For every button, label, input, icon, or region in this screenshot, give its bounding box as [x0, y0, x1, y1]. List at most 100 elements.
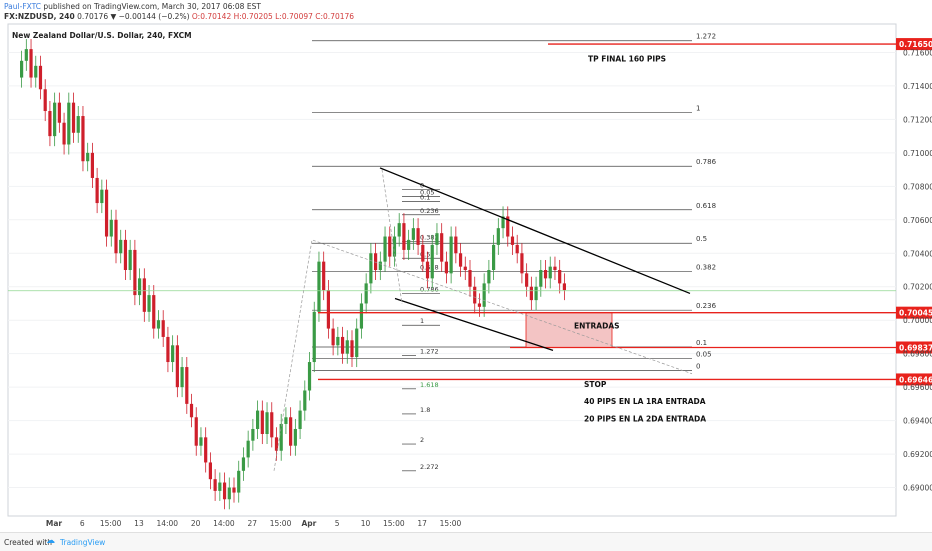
candle-body [86, 152, 90, 162]
fib-big-label: 0.618 [696, 202, 716, 210]
stop-annotation: STOP [584, 380, 607, 389]
fib-big-label: 0.382 [696, 264, 716, 272]
candle-body [482, 283, 486, 307]
price-label: 0.69646 [899, 375, 932, 384]
y-tick-label: 0.71400 [903, 82, 932, 91]
entradas-annotation: ENTRADAS [574, 322, 620, 331]
candle-body [48, 111, 52, 137]
candle-body [185, 367, 189, 404]
price-label: 0.71650 [899, 40, 932, 49]
price-label-bg [896, 373, 932, 386]
candle-body [501, 216, 505, 229]
fib-small-label: 0 [420, 182, 424, 190]
candle-body [378, 261, 382, 270]
candle-body [444, 261, 448, 274]
candle-body [374, 253, 378, 270]
candle-body [336, 336, 340, 346]
candle-body [175, 345, 179, 388]
fib-small-label: 2.272 [420, 463, 439, 471]
candle-body [95, 177, 99, 204]
candle-body [213, 479, 217, 491]
candle-body [388, 236, 392, 257]
candle-body [440, 233, 444, 262]
fib-small-label: 0.05 [420, 188, 434, 196]
candle-body [458, 253, 463, 267]
candle-body [492, 244, 496, 270]
fib-small-label: 0.5 [420, 250, 430, 258]
published-text: published on TradingView.com, March 30, … [43, 2, 261, 11]
channel-upper-line [379, 167, 691, 295]
x-tick-label: Apr [301, 519, 316, 528]
candle-body [553, 266, 557, 270]
candle-body [256, 410, 260, 429]
fib-small-label: 1 [420, 317, 424, 325]
candle-body [473, 286, 477, 304]
candle-body [326, 290, 330, 329]
candle-body [468, 270, 472, 287]
candle-body [331, 328, 335, 346]
candle-body [20, 60, 24, 78]
candle-body [53, 102, 57, 137]
candle-body [435, 233, 439, 245]
fib-projection-path [273, 239, 693, 471]
candle-body [430, 244, 434, 279]
candle-body [421, 244, 425, 262]
candle-body [539, 270, 543, 287]
fib-small-label: 1.8 [420, 406, 430, 414]
candle-body [180, 367, 184, 388]
candle-body [529, 286, 533, 301]
candle-body [298, 410, 302, 429]
candle-body [76, 116, 80, 133]
x-tick-label: 20 [191, 519, 201, 528]
candle-body [38, 65, 43, 90]
price-chart[interactable]: New Zealand Dollar/U.S. Dollar, 240, FXC… [0, 0, 932, 532]
y-tick-label: 0.70600 [903, 216, 932, 225]
candle-body [171, 345, 175, 363]
candle-body [383, 236, 387, 262]
stop-second-entry-annotation: 20 PIPS EN LA 2DA ENTRADA [584, 414, 706, 423]
symbol-info: FX:NZDUSD, 240 0.70176 ▼ −0.00144 (−0.2%… [4, 12, 354, 21]
candle-body [133, 249, 137, 296]
candle-body [104, 189, 109, 237]
candle-body [119, 239, 123, 254]
candle-body [156, 320, 161, 329]
candle-body [402, 223, 406, 250]
y-tick-label: 0.69400 [903, 417, 932, 426]
candle-body [123, 239, 128, 270]
candle-body [525, 273, 529, 287]
candle-body [152, 295, 156, 329]
x-tick-label: 27 [247, 519, 257, 528]
candle-body [138, 278, 142, 296]
candle-body [317, 261, 321, 312]
author-link[interactable]: Paul-FXTC [4, 2, 42, 11]
fib-small-label: 0.618 [420, 264, 439, 272]
candle-body [364, 283, 368, 304]
candle-body [548, 266, 552, 279]
candle-body [510, 236, 515, 245]
candle-body [189, 403, 194, 418]
tradingview-brand[interactable]: TradingView [60, 538, 106, 547]
candle-body [303, 390, 307, 411]
last-change: 0.70176 ▼ −0.00144 (−0.2%) [77, 12, 190, 21]
fib-small-label: 1.618 [420, 381, 439, 389]
fib-small-diagonal [381, 169, 403, 304]
candle-body [194, 417, 198, 446]
candle-body [237, 470, 241, 493]
candle-body [487, 270, 491, 284]
candle-body [369, 253, 373, 284]
x-tick-label: 14:00 [156, 519, 178, 528]
y-tick-label: 0.70000 [903, 316, 932, 325]
candle-body [147, 295, 151, 312]
candle-body [506, 216, 510, 237]
created-with: Created with [4, 538, 52, 547]
candle-body [293, 428, 297, 446]
candle-body [411, 228, 415, 240]
fib-small-label: 1.272 [420, 347, 439, 355]
price-label: 0.69837 [899, 343, 932, 352]
candle-body [166, 336, 170, 363]
chart-title: New Zealand Dollar/U.S. Dollar, 240, FXC… [12, 31, 192, 40]
candle-body [67, 102, 71, 145]
y-tick-label: 0.70200 [903, 283, 932, 292]
candle-body [222, 482, 227, 500]
candle-body [562, 283, 566, 291]
